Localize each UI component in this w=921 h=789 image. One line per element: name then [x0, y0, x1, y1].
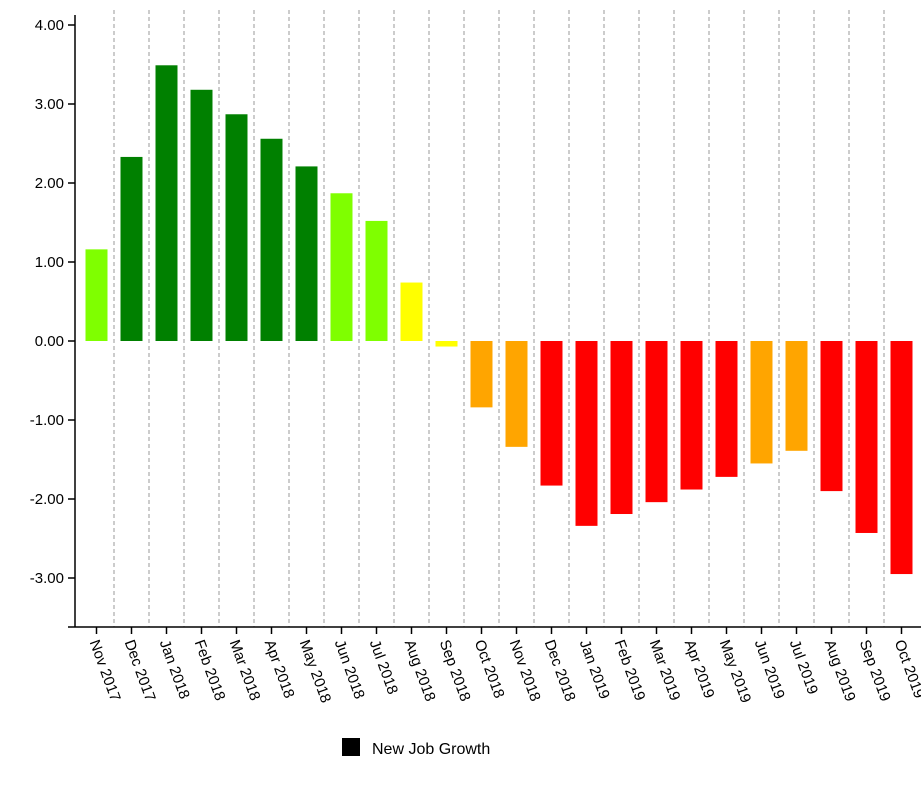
- vertical-gridlines: [113, 10, 885, 627]
- x-tick-label: Sep 2018: [436, 638, 474, 704]
- bar-series-new-job-growth: [85, 65, 913, 575]
- bar-nov-2017: [85, 249, 108, 341]
- bar-apr-2019: [680, 341, 703, 490]
- y-tick-label: 4.00: [35, 17, 64, 34]
- x-tick-label: Dec 2018: [541, 638, 579, 704]
- legend-swatch: [342, 738, 360, 756]
- bar-jun-2019: [750, 341, 773, 464]
- x-tick-label: Aug 2019: [821, 638, 859, 704]
- x-tick-label: Oct 2019: [891, 638, 921, 701]
- bar-oct-2018: [470, 341, 493, 408]
- x-tick-label: Oct 2018: [471, 638, 508, 701]
- bar-nov-2018: [505, 341, 528, 447]
- x-tick-label: Dec 2017: [121, 638, 159, 704]
- x-tick-label: Aug 2018: [401, 638, 439, 704]
- x-tick-label: Jan 2018: [156, 638, 193, 702]
- x-tick-label: Apr 2018: [261, 638, 298, 701]
- x-tick-label: Feb 2018: [191, 638, 229, 703]
- bar-jun-2018: [330, 193, 353, 341]
- x-tick-label: Jun 2018: [331, 638, 368, 702]
- y-tick-label: 1.00: [35, 254, 64, 271]
- bar-sep-2019: [855, 341, 878, 533]
- x-tick-label: Jun 2019: [751, 638, 788, 702]
- y-tick-label: -2.00: [30, 491, 64, 508]
- x-tick-label: Jul 2018: [366, 638, 401, 697]
- legend: New Job Growth: [342, 738, 490, 758]
- bar-may-2018: [295, 166, 318, 341]
- x-tick-label: May 2018: [296, 638, 335, 706]
- y-tick-label: -1.00: [30, 412, 64, 429]
- x-tick-label: Nov 2018: [506, 638, 544, 704]
- bar-jul-2018: [365, 220, 388, 341]
- x-tick-label: Apr 2019: [681, 638, 718, 701]
- bar-dec-2017: [120, 156, 143, 341]
- bar-feb-2019: [610, 341, 633, 515]
- bar-jul-2019: [785, 341, 808, 451]
- bar-aug-2019: [820, 341, 843, 492]
- bar-sep-2018: [435, 341, 458, 347]
- y-axis: 4.00 3.00 2.00 1.00 0.00 -1.00 -2.00 -3.00: [30, 15, 76, 627]
- x-tick-label: Mar 2018: [226, 638, 264, 703]
- bar-oct-2019: [890, 341, 913, 575]
- x-tick-label: Jan 2019: [576, 638, 613, 702]
- y-tick-label: 2.00: [35, 175, 64, 192]
- x-tick-label: Nov 2017: [86, 638, 124, 704]
- bar-may-2019: [715, 341, 738, 477]
- bar-dec-2018: [540, 341, 563, 486]
- x-tick-label: Sep 2019: [856, 638, 894, 704]
- bar-apr-2018: [260, 138, 283, 341]
- x-tick-label: May 2019: [716, 638, 755, 706]
- bar-jan-2018: [155, 65, 178, 341]
- y-tick-label: -3.00: [30, 570, 64, 587]
- x-tick-label: Feb 2019: [611, 638, 649, 703]
- y-tick-label: 3.00: [35, 96, 64, 113]
- x-tick-label: Jul 2019: [786, 638, 821, 697]
- x-tick-label: Mar 2019: [646, 638, 684, 703]
- bar-jan-2019: [575, 341, 598, 526]
- bar-feb-2018: [190, 89, 213, 341]
- y-tick-label: 0.00: [35, 333, 64, 350]
- bar-mar-2019: [645, 341, 668, 503]
- legend-label: New Job Growth: [372, 741, 490, 758]
- bar-mar-2018: [225, 114, 248, 342]
- bar-aug-2018: [400, 282, 423, 341]
